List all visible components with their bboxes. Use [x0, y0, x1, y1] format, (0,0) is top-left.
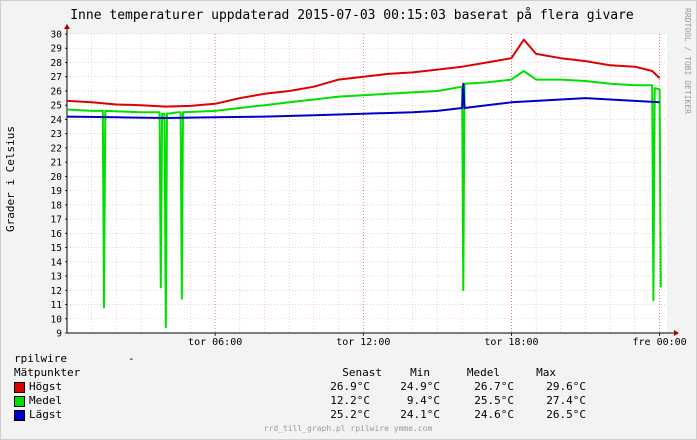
- footer-credit: rrd_till_graph.pl rpilwire ymme.com: [264, 424, 433, 433]
- legend-header-avg: Medel: [466, 366, 500, 379]
- legend-host-row: rpilwire -: [14, 352, 614, 366]
- legend-host-dash: -: [128, 352, 135, 365]
- y-tick-label: 26: [51, 86, 63, 97]
- legend-max-hogst: 29.6°C: [546, 380, 586, 393]
- y-tick-label: 9: [56, 329, 62, 340]
- legend-swatch-medel: [14, 396, 25, 407]
- legend-name-lagst: Lägst: [29, 408, 63, 421]
- legend-header-name: Mätpunkter: [14, 366, 81, 379]
- series-group: [66, 38, 662, 329]
- legend-last-lagst: 25.2°C: [330, 408, 370, 421]
- legend-swatch-hogst: [14, 382, 25, 393]
- legend-last-medel: 12.2°C: [330, 394, 370, 407]
- legend-avg-medel: 25.5°C: [474, 394, 514, 407]
- x-tick-label: tor 06:00: [188, 337, 242, 348]
- y-tick-label: 19: [51, 186, 63, 197]
- legend-row-medel: Medel 12.2°C 9.4°C 25.5°C 27.4°C: [14, 394, 614, 408]
- y-tick-label: 16: [51, 229, 63, 240]
- legend-name-medel: Medel: [29, 394, 63, 407]
- rrdtool-credit: RRDTOOL / TOBI OETIKER: [683, 8, 692, 114]
- x-tick-label: tor 12:00: [336, 337, 390, 348]
- series-line-hgst: [66, 38, 661, 108]
- y-tick-label: 28: [51, 58, 63, 69]
- plot-area: [67, 34, 667, 333]
- legend-last-hogst: 26.9°C: [330, 380, 370, 393]
- y-tick-label: 15: [51, 243, 62, 254]
- axes: [64, 24, 679, 336]
- y-tick-label: 10: [51, 314, 63, 325]
- y-tick-label: 21: [51, 158, 63, 169]
- y-tick-label: 23: [51, 129, 62, 140]
- legend-swatch-lagst: [14, 410, 25, 421]
- legend-name-hogst: Högst: [29, 380, 63, 393]
- y-tick-label: 25: [51, 101, 62, 112]
- legend-row-hogst: Högst 26.9°C 24.9°C 26.7°C 29.6°C: [14, 380, 614, 394]
- y-tick-label: 29: [51, 44, 63, 55]
- y-axis-arrow: [64, 24, 70, 29]
- legend-header-last: Senast: [342, 366, 382, 379]
- y-tick-label: 24: [51, 115, 63, 126]
- legend-min-lagst: 24.1°C: [400, 408, 440, 421]
- x-axis-arrow: [674, 330, 679, 336]
- y-tick-label: 12: [51, 286, 62, 297]
- legend-header: Mätpunkter Senast Min Medel Max: [14, 366, 614, 380]
- legend-header-max: Max: [536, 366, 556, 379]
- x-tick-labels: tor 06:00 tor 12:00 tor 18:00 fre 00:00: [188, 333, 687, 348]
- legend-host: rpilwire: [14, 352, 67, 365]
- legend-min-hogst: 24.9°C: [400, 380, 440, 393]
- series-line-lgst: [66, 82, 660, 119]
- legend-row-lagst: Lägst 25.2°C 24.1°C 24.6°C 26.5°C: [14, 408, 614, 422]
- y-tick-label: 30: [51, 30, 63, 41]
- y-tick-label: 13: [51, 272, 62, 283]
- legend-max-medel: 27.4°C: [546, 394, 586, 407]
- legend-avg-lagst: 24.6°C: [474, 408, 514, 421]
- legend-avg-hogst: 26.7°C: [474, 380, 514, 393]
- y-tick-label: 11: [51, 300, 63, 311]
- chart-title: Inne temperaturer uppdaterad 2015-07-03 …: [70, 8, 634, 23]
- y-tick-label: 27: [51, 72, 62, 83]
- y-tick-label: 14: [51, 257, 63, 268]
- legend-header-min: Min: [410, 366, 430, 379]
- y-tick-label: 18: [51, 200, 63, 211]
- y-tick-label: 22: [51, 143, 62, 154]
- y-tick-label: 17: [51, 215, 62, 226]
- series-line-medel: [66, 70, 662, 329]
- legend-max-lagst: 26.5°C: [546, 408, 586, 421]
- y-tick-labels: 9 10 11 12 13 14 15 16 17 18 19 20 21 22 23 24 25 26 27 28 2…: [51, 30, 67, 340]
- x-tick-label: fre 00:00: [632, 337, 686, 348]
- x-tick-label: tor 18:00: [484, 337, 538, 348]
- y-axis-label: Grader i Celsius: [4, 126, 17, 232]
- legend-min-medel: 9.4°C: [406, 394, 440, 407]
- y-tick-label: 20: [51, 172, 63, 183]
